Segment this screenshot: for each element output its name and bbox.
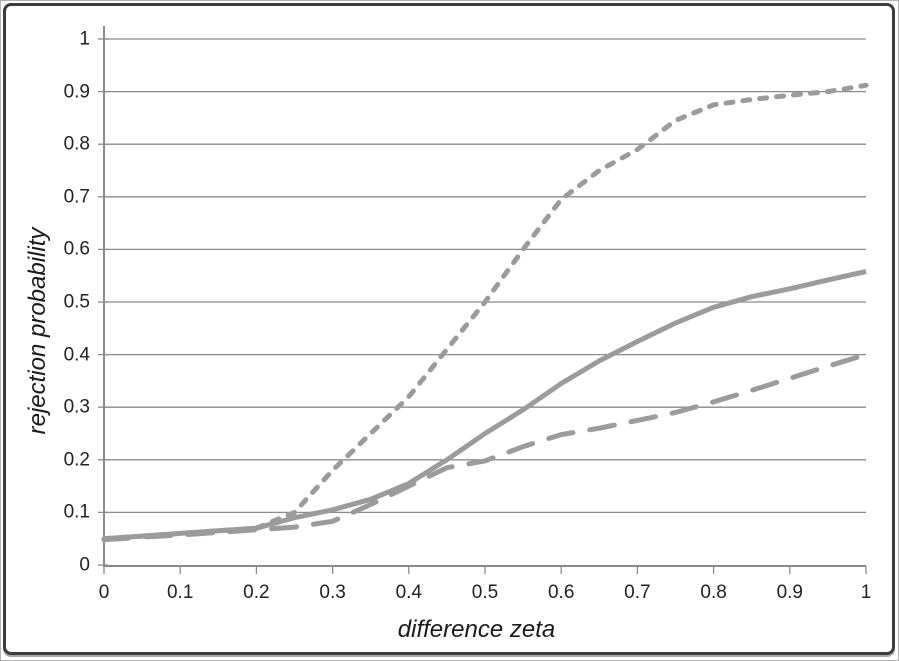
x-axis-title: difference zeta [397, 616, 556, 643]
y-tick-label: 0.7 [63, 186, 90, 208]
y-tick-label: 0.1 [63, 501, 90, 523]
y-axis-tick-labels: 0 0.1 0.2 0.3 0.4 0.5 0.6 0.7 0.8 0.9 1 [1, 1, 90, 660]
x-tick-label: 0.9 [776, 582, 804, 603]
y-tick-label: 0.4 [63, 344, 90, 366]
series-line-solid [103, 269, 867, 542]
series-line-short-dashed [101, 82, 869, 542]
x-tick-label: 0 [98, 582, 110, 603]
x-tick-label: 0.8 [700, 582, 727, 603]
y-tick-label: 0 [79, 554, 90, 576]
y-tick-label: 0.6 [63, 238, 90, 260]
x-axis-tick-labels: 0 0.1 0.2 0.3 0.4 0.5 0.6 0.7 0.8 0.9 1 [1, 582, 898, 608]
series-line-long-dashed [101, 352, 869, 543]
x-tick-label: 0.6 [547, 582, 575, 603]
y-tick-label: 1 [79, 28, 90, 50]
x-tick-label: 1 [860, 582, 872, 603]
x-tick-label: 0.4 [395, 582, 423, 603]
y-tick-label: 0.5 [63, 291, 90, 313]
x-tick-label: 0.2 [243, 582, 270, 603]
y-axis-title: rejection probability [24, 227, 51, 435]
x-tick-label: 0.3 [319, 582, 346, 603]
y-tick-label: 0.9 [63, 81, 90, 103]
x-tick-label: 0.1 [166, 582, 194, 603]
y-tick-label: 0.3 [63, 396, 90, 418]
y-tick-label: 0.2 [63, 449, 90, 471]
x-tick-label: 0.5 [471, 582, 499, 603]
y-tick-label: 0.8 [63, 133, 90, 155]
x-tick-label: 0.7 [624, 582, 651, 603]
